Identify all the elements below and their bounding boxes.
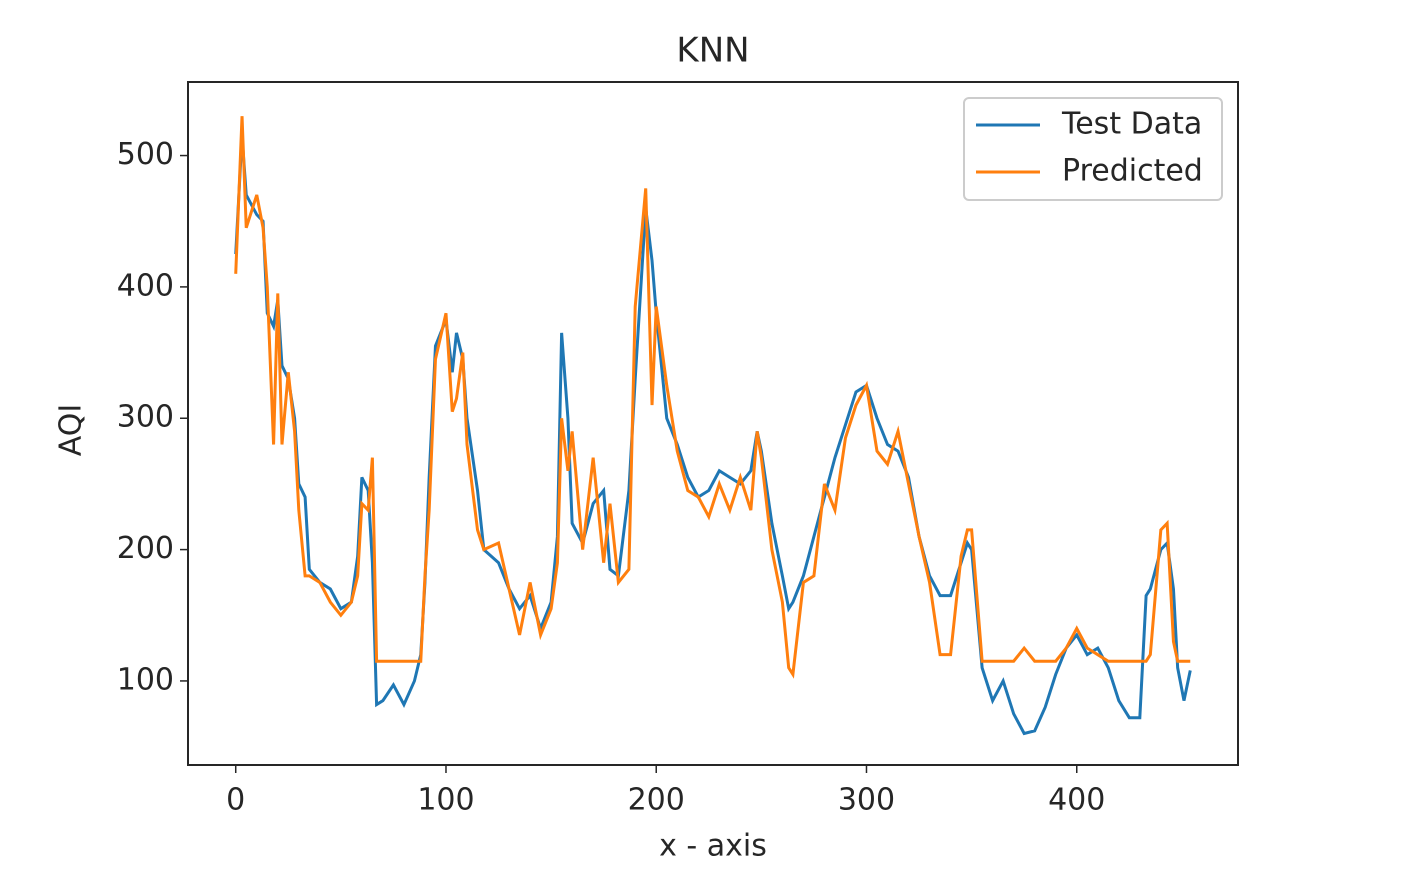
x-tick-label: 200 [628, 783, 685, 818]
data-line [234, 116, 1191, 679]
legend-label: Test Data [1061, 107, 1202, 142]
y-tick-label: 500 [117, 137, 174, 172]
chart-title: KNN [676, 31, 749, 71]
y-tick-label: 100 [117, 662, 174, 697]
x-tick-label: 400 [1048, 783, 1105, 818]
x-tick-label: 0 [226, 783, 245, 818]
legend-label: Predicted [1062, 154, 1203, 189]
x-tick-label: 100 [417, 783, 474, 818]
y-tick-label: 300 [117, 400, 174, 435]
x-axis-label: x - axis [659, 829, 767, 864]
legend: Test Data Predicted [963, 97, 1223, 201]
y-axis-label: AQI [54, 404, 89, 456]
y-tick-label: 400 [117, 268, 174, 303]
plot-frame [187, 81, 1239, 766]
y-tick-label: 200 [117, 531, 174, 566]
data-line [234, 135, 1192, 736]
x-tick-label: 300 [838, 783, 895, 818]
